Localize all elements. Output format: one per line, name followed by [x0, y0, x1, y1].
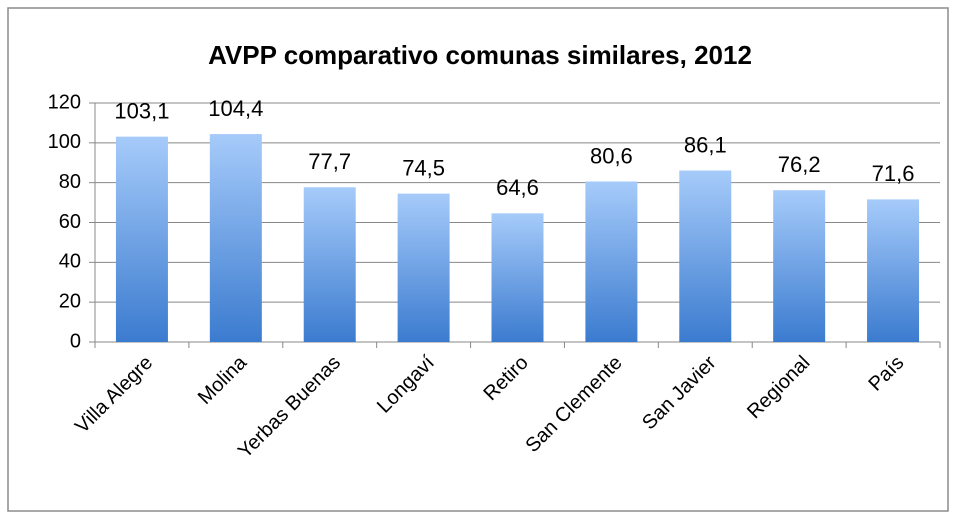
y-tick-label: 60 [59, 211, 81, 233]
bar [115, 136, 168, 342]
y-tick-label: 0 [70, 330, 81, 352]
bar [679, 170, 732, 342]
value-label: 76,2 [778, 152, 821, 177]
y-tick-label: 20 [59, 290, 81, 312]
y-tick-label: 100 [48, 131, 81, 153]
bar [209, 134, 262, 342]
y-tick-label: 120 [48, 91, 81, 113]
value-label: 77,7 [308, 149, 351, 174]
bar [491, 213, 544, 342]
value-label: 104,4 [208, 96, 263, 121]
bar [867, 199, 920, 342]
value-label: 103,1 [114, 98, 169, 123]
bar [585, 181, 638, 342]
y-tick-label: 80 [59, 171, 81, 193]
value-label: 74,5 [402, 155, 445, 180]
value-label: 80,6 [590, 143, 633, 168]
bar [773, 190, 826, 342]
bar [303, 187, 356, 342]
y-tick-label: 40 [59, 251, 81, 273]
value-label: 64,6 [496, 175, 539, 200]
value-label: 86,1 [684, 132, 727, 157]
chart-title: AVPP comparativo comunas similares, 2012 [208, 40, 752, 70]
value-label: 71,6 [872, 161, 915, 186]
bar [397, 193, 450, 342]
